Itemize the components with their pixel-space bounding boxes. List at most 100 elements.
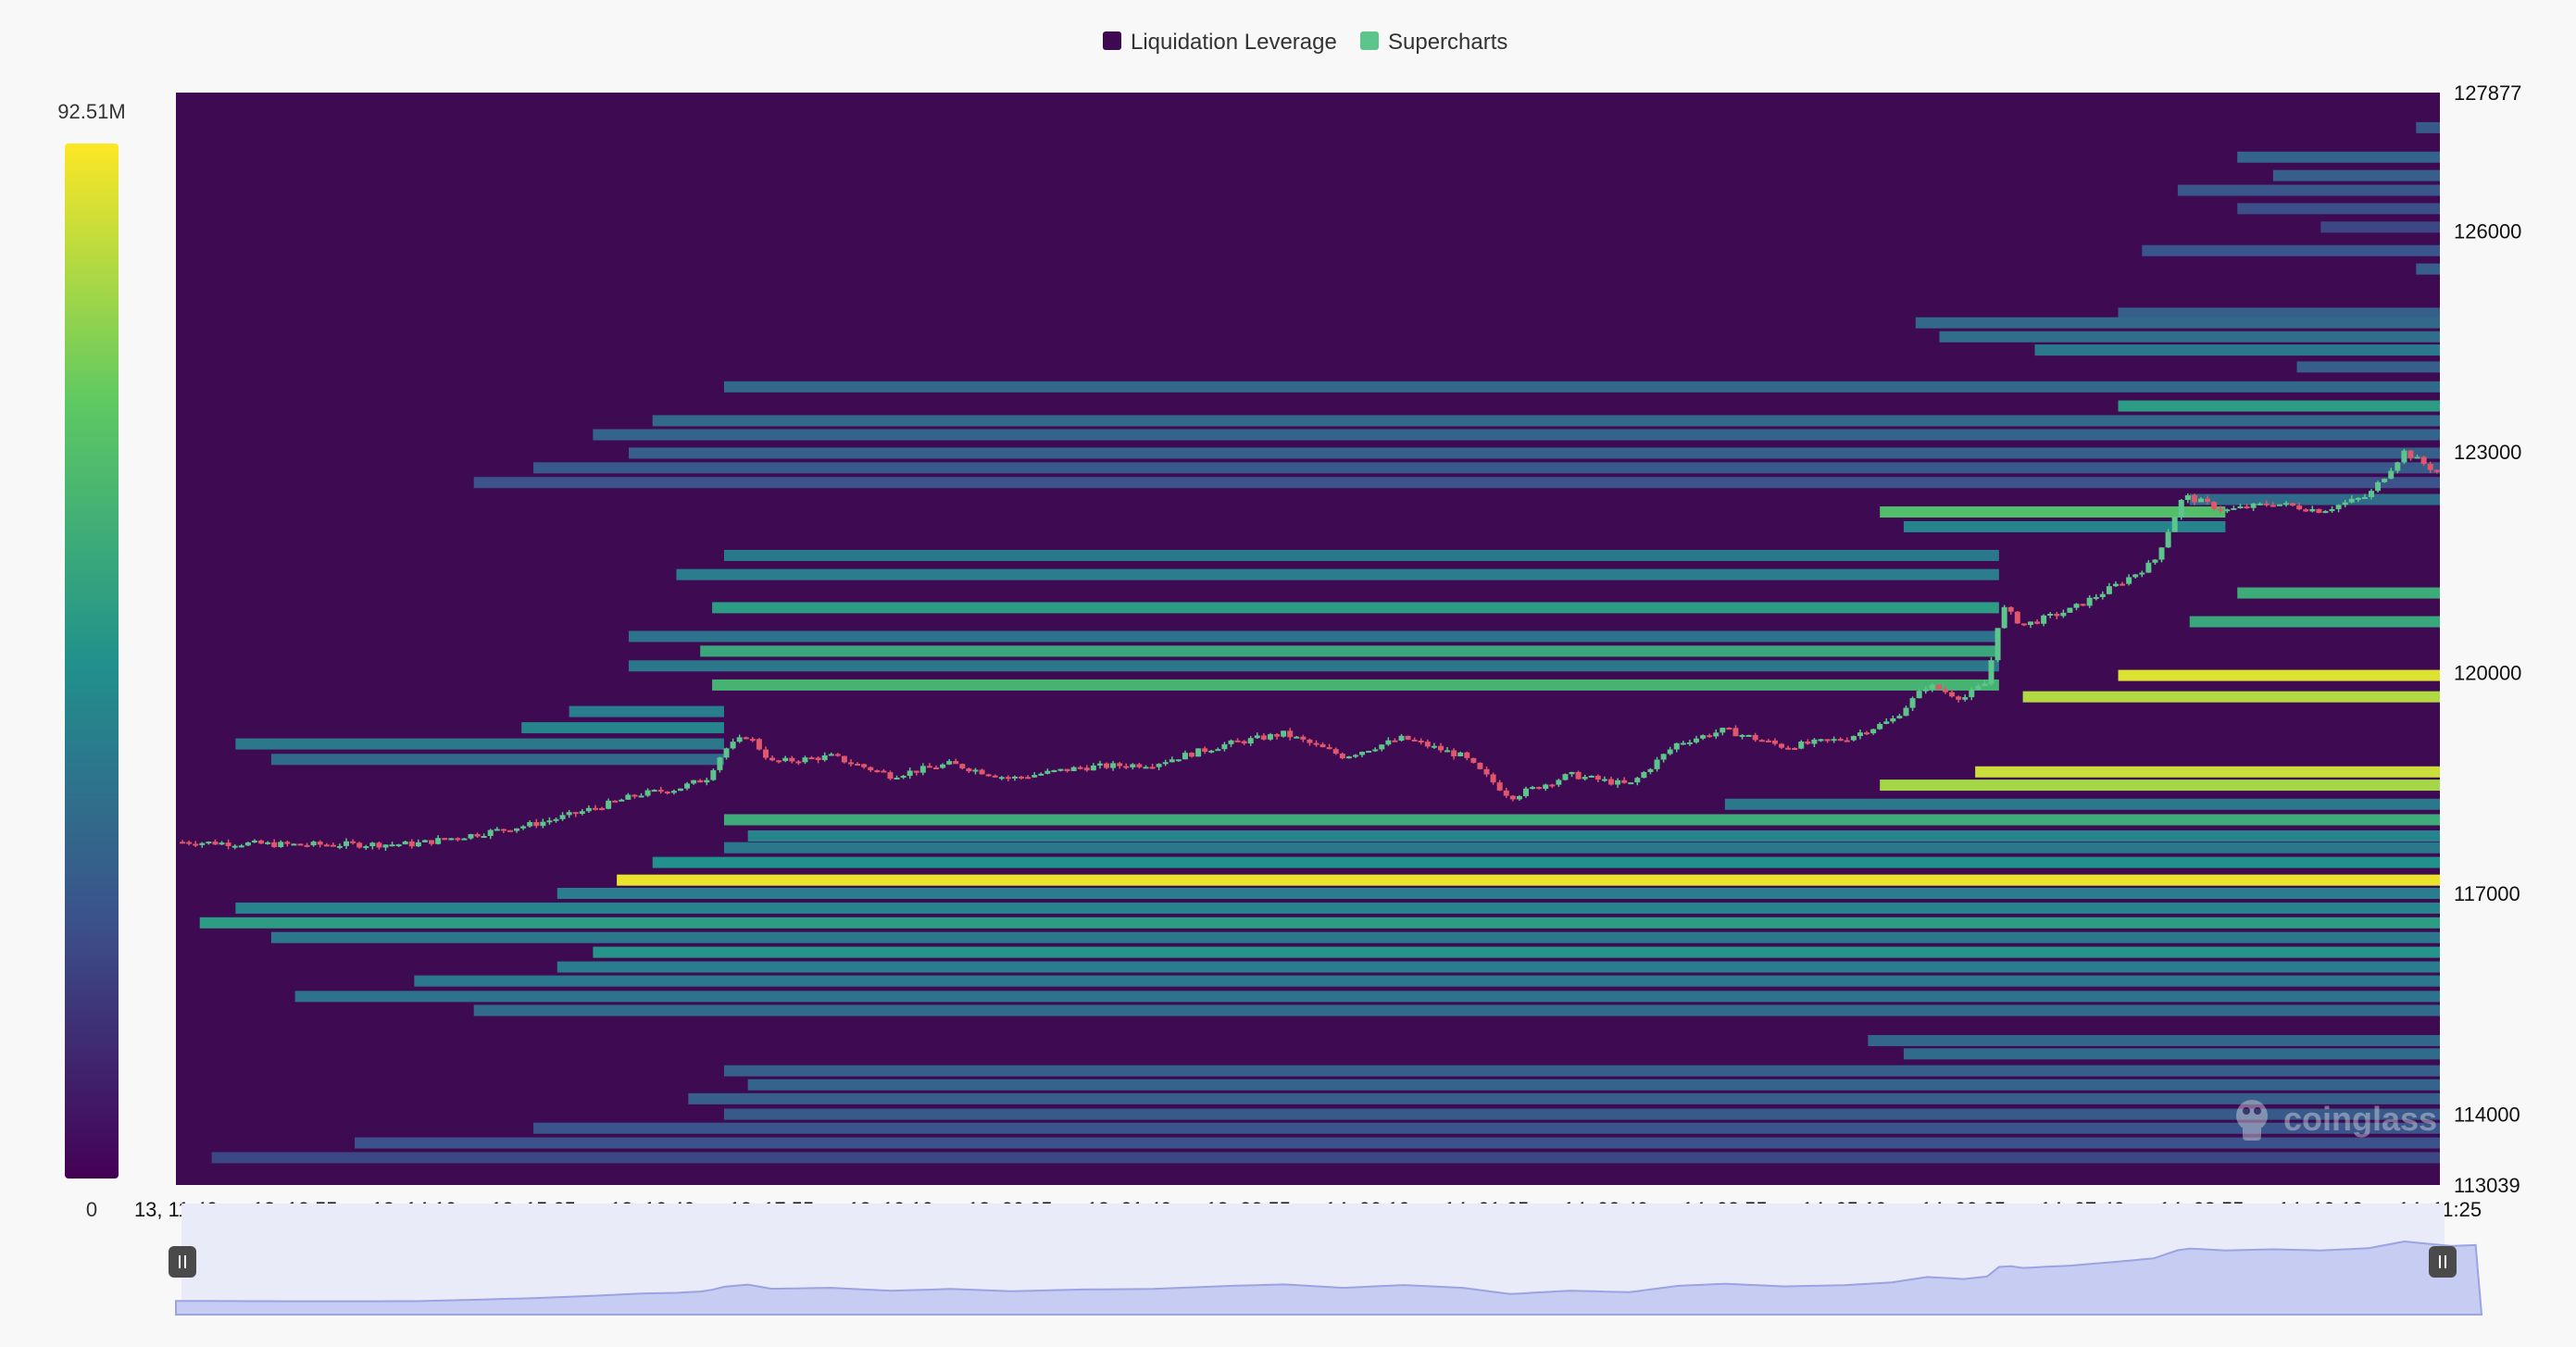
liquidation-band[interactable]	[473, 477, 2440, 489]
candle-body[interactable]	[546, 820, 553, 823]
liquidation-band[interactable]	[2237, 151, 2440, 163]
candle-body[interactable]	[691, 780, 697, 784]
candle-body[interactable]	[1379, 744, 1385, 750]
candle-body[interactable]	[389, 844, 395, 847]
candle-body[interactable]	[881, 770, 887, 773]
candle-body[interactable]	[1313, 742, 1319, 745]
candle-body[interactable]	[2329, 508, 2335, 512]
candle-body[interactable]	[1470, 757, 1477, 763]
candle-body[interactable]	[225, 842, 231, 846]
candle-body[interactable]	[572, 812, 579, 815]
candle-body[interactable]	[2047, 614, 2054, 617]
liquidation-band[interactable]	[569, 705, 724, 717]
candle-body[interactable]	[1850, 736, 1857, 741]
candle-body[interactable]	[1437, 745, 1444, 751]
candle-body[interactable]	[494, 829, 500, 831]
candle-body[interactable]	[1752, 734, 1758, 741]
candle-body[interactable]	[1345, 756, 1352, 759]
candle-body[interactable]	[284, 842, 291, 844]
candle-body[interactable]	[625, 794, 631, 800]
candle-body[interactable]	[1916, 691, 1922, 699]
candle-body[interactable]	[2112, 583, 2119, 587]
candle-body[interactable]	[455, 838, 461, 841]
liquidation-band[interactable]	[556, 887, 2440, 899]
candle-body[interactable]	[1516, 795, 1522, 800]
liquidation-band[interactable]	[617, 874, 2440, 886]
candle-body[interactable]	[1831, 739, 1837, 742]
candle-body[interactable]	[664, 792, 670, 794]
candle-body[interactable]	[2276, 504, 2282, 506]
candle-body[interactable]	[730, 742, 736, 749]
candle-body[interactable]	[2348, 498, 2355, 503]
candle-body[interactable]	[1870, 729, 1877, 734]
legend-item-supercharts[interactable]: Supercharts	[1360, 30, 1507, 55]
candle-body[interactable]	[1156, 764, 1162, 767]
candle-body[interactable]	[972, 769, 979, 772]
liquidation-band[interactable]	[1903, 1048, 2440, 1060]
candle-body[interactable]	[2433, 469, 2440, 472]
liquidation-band[interactable]	[199, 917, 2440, 929]
candle-body[interactable]	[2034, 621, 2041, 624]
liquidation-band[interactable]	[723, 1108, 2440, 1120]
candle-body[interactable]	[670, 791, 677, 793]
candle-body[interactable]	[506, 829, 513, 832]
candle-body[interactable]	[841, 755, 847, 763]
candle-body[interactable]	[180, 842, 186, 844]
liquidation-band[interactable]	[2177, 184, 2440, 196]
candle-body[interactable]	[271, 842, 278, 847]
liquidation-band[interactable]	[2296, 361, 2440, 373]
candle-body[interactable]	[330, 844, 336, 847]
candle-body[interactable]	[1549, 784, 1556, 787]
liquidation-band[interactable]	[2118, 307, 2440, 319]
candle-body[interactable]	[2427, 464, 2433, 470]
candle-body[interactable]	[1175, 759, 1182, 762]
candle-body[interactable]	[310, 842, 317, 846]
candle-body[interactable]	[251, 840, 257, 843]
candle-body[interactable]	[1136, 764, 1143, 767]
candle-body[interactable]	[651, 790, 657, 792]
candle-body[interactable]	[1228, 740, 1234, 744]
candle-body[interactable]	[1798, 741, 1805, 749]
candle-body[interactable]	[599, 807, 606, 810]
candle-body[interactable]	[1562, 774, 1569, 780]
candle-body[interactable]	[527, 822, 533, 827]
zoom-handle-left[interactable]	[169, 1246, 196, 1278]
candle-body[interactable]	[2178, 500, 2184, 518]
candle-body[interactable]	[2054, 614, 2060, 617]
candle-body[interactable]	[1530, 787, 1536, 790]
candle-body[interactable]	[429, 840, 435, 844]
candle-body[interactable]	[1130, 764, 1136, 767]
candle-body[interactable]	[933, 767, 940, 769]
candle-body[interactable]	[723, 748, 730, 758]
candle-body[interactable]	[2093, 596, 2099, 599]
candle-body[interactable]	[1935, 684, 1942, 690]
candle-body[interactable]	[1405, 735, 1411, 740]
liquidation-band[interactable]	[1868, 1035, 2440, 1047]
candle-body[interactable]	[2184, 494, 2191, 501]
liquidation-band[interactable]	[593, 429, 2440, 441]
candle-body[interactable]	[1143, 767, 1149, 769]
candle-body[interactable]	[2120, 583, 2126, 586]
candle-body[interactable]	[868, 767, 874, 771]
liquidation-band[interactable]	[629, 447, 2440, 459]
liquidation-band[interactable]	[235, 738, 724, 750]
candle-body[interactable]	[2414, 456, 2420, 459]
candle-body[interactable]	[2132, 574, 2139, 578]
candle-body[interactable]	[1457, 752, 1464, 756]
candle-body[interactable]	[1680, 742, 1686, 745]
candle-body[interactable]	[2007, 606, 2014, 612]
liquidation-band[interactable]	[723, 380, 2440, 393]
candle-body[interactable]	[592, 807, 598, 810]
candle-body[interactable]	[959, 764, 966, 769]
candle-body[interactable]	[887, 772, 894, 780]
candle-body[interactable]	[1686, 742, 1693, 744]
liquidation-band[interactable]	[2022, 691, 2440, 703]
candle-body[interactable]	[1982, 683, 1988, 687]
candle-body[interactable]	[474, 834, 481, 837]
candle-body[interactable]	[2375, 481, 2382, 492]
candle-body[interactable]	[795, 761, 802, 764]
candle-body[interactable]	[356, 842, 363, 848]
candle-body[interactable]	[2270, 505, 2276, 507]
candle-body[interactable]	[1811, 739, 1818, 744]
candle-body[interactable]	[206, 842, 212, 844]
